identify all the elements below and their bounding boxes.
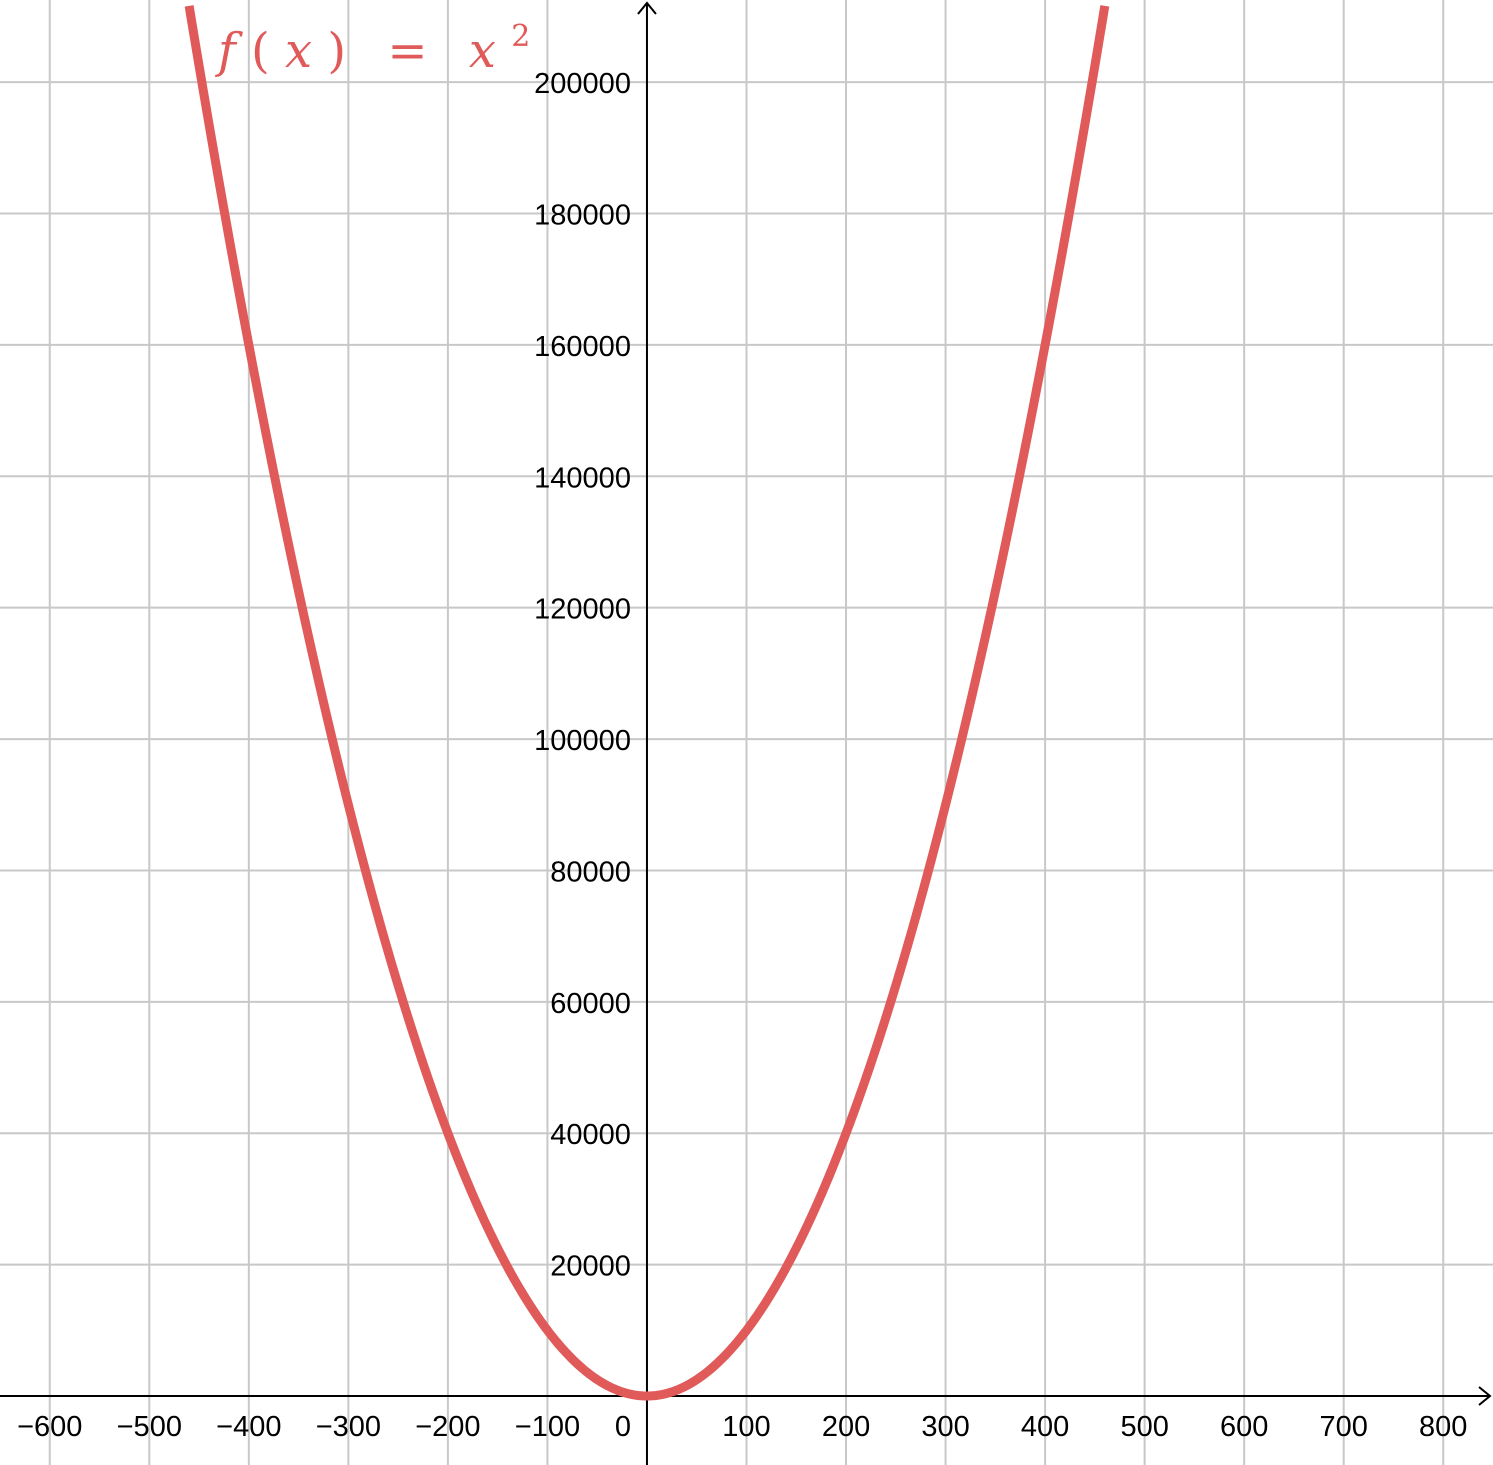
y-tick-label: 160000: [534, 331, 631, 363]
x-tick-label: 0: [615, 1411, 631, 1443]
open-paren: (: [251, 23, 270, 79]
x-tick-label: 500: [1120, 1411, 1168, 1443]
y-tick-label: 120000: [534, 594, 631, 626]
y-tick-label: 80000: [550, 856, 631, 888]
x-tick-label: −200: [415, 1411, 480, 1443]
x-axis-arrowhead: [1478, 1386, 1492, 1406]
y-tick-label: 100000: [534, 725, 631, 757]
x-tick-label: −500: [117, 1411, 182, 1443]
x-tick-label: −100: [515, 1411, 580, 1443]
x-tick-label: −400: [216, 1411, 281, 1443]
x-tick-label: −300: [316, 1411, 381, 1443]
x-tick-labels: −600 −500 −400 −300 −200 −100 0 100 200 300 400 500…: [17, 1411, 1467, 1443]
y-tick-label: 20000: [550, 1251, 631, 1283]
function-label: f ( x ) = x 2: [215, 19, 530, 79]
x-tick-label: 300: [921, 1411, 969, 1443]
x-tick-label: 100: [722, 1411, 770, 1443]
y-tick-labels: 20000 40000 60000 80000 100000 120000 140000 16…: [534, 68, 631, 1283]
equals-sign: =: [387, 23, 427, 79]
x-tick-label: 200: [822, 1411, 870, 1443]
y-tick-label: 200000: [534, 68, 631, 100]
function-name: f: [215, 23, 243, 79]
series-line: [184, 5, 1110, 1401]
y-axis-arrowhead: [637, 1, 657, 15]
y-tick-label: 180000: [534, 200, 631, 232]
function-variable: x: [285, 23, 312, 79]
exponent: 2: [511, 19, 530, 54]
x-tick-label: 700: [1320, 1411, 1368, 1443]
x-tick-label: 400: [1021, 1411, 1069, 1443]
y-tick-label: 40000: [550, 1119, 631, 1151]
y-tick-label: 140000: [534, 462, 631, 494]
rhs-variable: x: [469, 23, 496, 79]
series: [184, 5, 1110, 1401]
close-paren: ): [327, 23, 346, 79]
x-tick-label: 600: [1220, 1411, 1268, 1443]
x-tick-label: 800: [1419, 1411, 1467, 1443]
y-tick-label: 60000: [550, 988, 631, 1020]
x-tick-label: −600: [17, 1411, 82, 1443]
